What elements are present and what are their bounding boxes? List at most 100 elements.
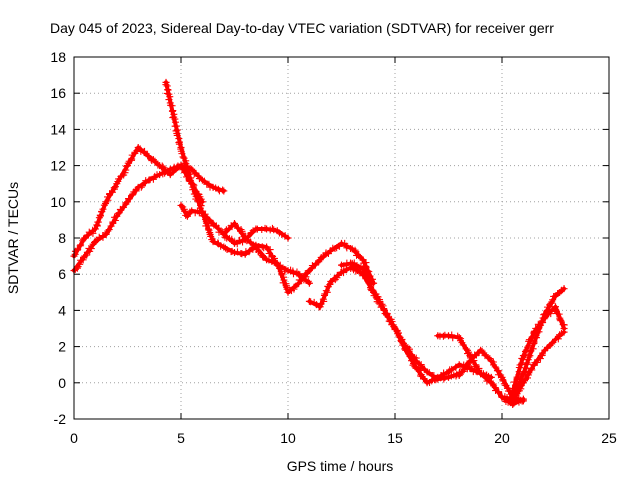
data-marker [125, 195, 133, 203]
data-marker [223, 246, 231, 254]
data-marker [122, 166, 130, 174]
data-marker [340, 269, 348, 277]
data-marker [556, 316, 564, 324]
data-marker [149, 175, 157, 183]
data-point [124, 198, 131, 206]
data-marker [365, 279, 373, 287]
data-marker [195, 197, 203, 205]
data-point [91, 238, 99, 246]
data-marker [524, 374, 532, 382]
data-marker [449, 334, 457, 342]
data-marker [484, 353, 492, 361]
data-marker [482, 374, 490, 382]
data-marker [331, 244, 339, 252]
data-marker [406, 352, 414, 360]
data-marker [532, 324, 540, 332]
data-point [220, 187, 228, 195]
data-marker [167, 101, 175, 109]
data-marker [499, 377, 507, 385]
data-marker [512, 381, 520, 389]
data-marker [259, 253, 267, 261]
data-marker [378, 300, 386, 308]
y-tick-label: 12 [50, 158, 66, 174]
y-tick-label: 0 [58, 375, 66, 391]
data-point [541, 314, 549, 322]
data-marker [214, 185, 222, 193]
data-marker [114, 210, 122, 218]
data-marker [105, 226, 113, 234]
data-marker [509, 384, 517, 392]
data-marker [276, 264, 284, 272]
y-tick-label: 4 [58, 302, 66, 318]
data-marker [122, 199, 130, 207]
data-marker [516, 368, 524, 376]
data-marker [323, 288, 331, 296]
data-marker [391, 326, 399, 334]
y-tick-label: -2 [54, 411, 67, 427]
x-tick-label: 0 [70, 430, 78, 446]
data-marker [234, 224, 242, 232]
data-marker [343, 265, 351, 273]
data-marker [268, 224, 276, 232]
data-marker [185, 170, 193, 178]
data-marker [94, 218, 102, 226]
data-point [168, 107, 176, 115]
data-marker [111, 183, 119, 191]
data-point [188, 180, 196, 188]
y-axis-label: SDTVAR / TECUs [5, 182, 21, 294]
data-marker [495, 388, 503, 396]
data-marker [104, 227, 112, 235]
data-marker [96, 211, 104, 219]
data-marker [128, 191, 136, 199]
data-marker [307, 298, 315, 306]
data-marker [260, 244, 268, 252]
data-marker [140, 148, 148, 156]
data-marker [246, 247, 254, 255]
data-marker [165, 96, 173, 104]
data-marker [248, 228, 256, 236]
data-marker [351, 246, 359, 254]
x-tick-label: 25 [601, 430, 617, 446]
data-marker [524, 343, 532, 351]
data-marker [396, 333, 404, 341]
data-marker [100, 201, 108, 209]
data-point [284, 288, 292, 296]
data-marker [137, 183, 145, 191]
data-point [231, 220, 238, 228]
data-marker [245, 248, 253, 256]
data-series-7 [338, 259, 495, 387]
data-point [316, 303, 324, 311]
data-marker [87, 245, 95, 253]
data-marker [269, 257, 276, 265]
data-marker [240, 233, 248, 241]
data-marker [492, 387, 500, 395]
x-tick-label: 15 [387, 430, 403, 446]
data-marker [200, 212, 208, 220]
data-marker [537, 319, 545, 327]
data-marker [322, 287, 330, 295]
data-marker [416, 366, 424, 374]
data-marker [326, 281, 334, 289]
data-marker [460, 366, 468, 374]
data-marker [298, 274, 306, 282]
data-marker [237, 226, 245, 234]
data-marker [343, 244, 351, 252]
data-marker [365, 268, 373, 276]
data-point [156, 171, 164, 179]
data-marker [414, 365, 422, 373]
data-marker [173, 131, 181, 139]
data-marker [181, 207, 189, 215]
data-marker [419, 374, 427, 382]
data-marker [535, 324, 543, 332]
data-marker [554, 335, 562, 343]
data-point [177, 201, 185, 209]
data-point [220, 230, 228, 238]
data-marker [547, 299, 555, 307]
data-marker [77, 241, 85, 249]
data-marker [295, 276, 303, 284]
data-marker [512, 391, 520, 399]
x-tick-label: 10 [280, 430, 296, 446]
